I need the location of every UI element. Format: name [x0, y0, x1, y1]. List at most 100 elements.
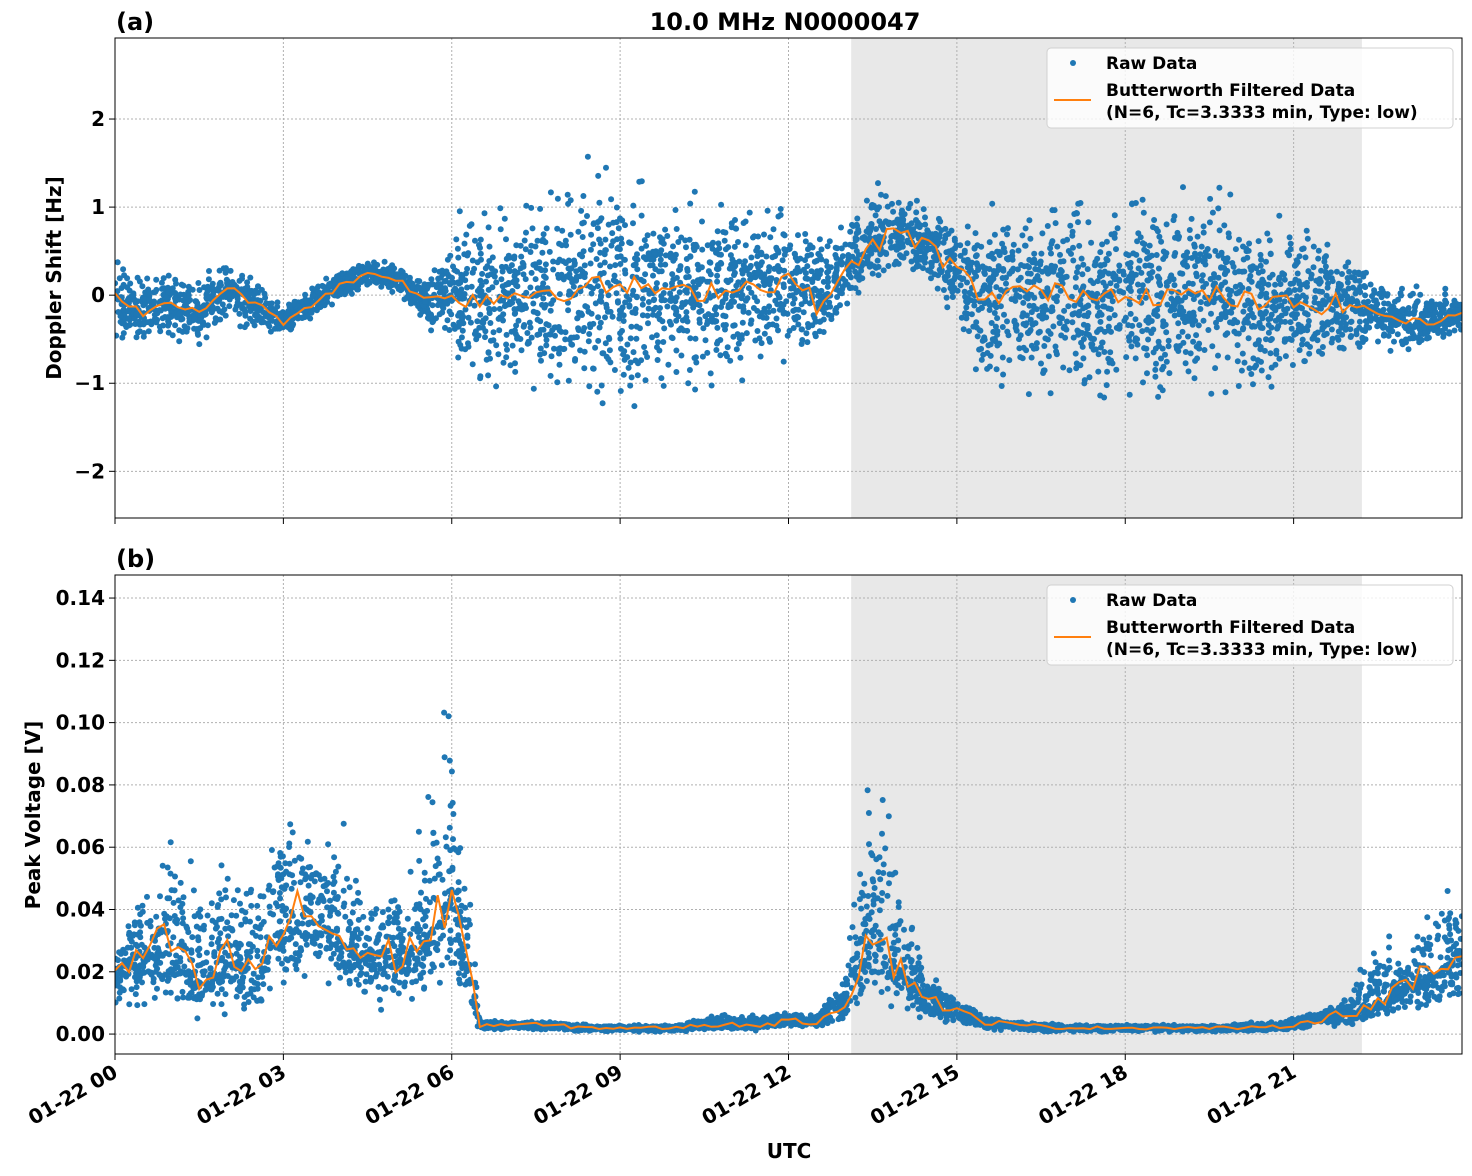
raw-point: [147, 297, 153, 303]
raw-point: [1112, 212, 1118, 218]
raw-point: [646, 291, 652, 297]
raw-point: [1129, 331, 1135, 337]
raw-point: [166, 320, 172, 326]
raw-point: [197, 287, 203, 293]
raw-point: [715, 262, 721, 268]
raw-point: [557, 291, 563, 297]
raw-point: [1053, 344, 1059, 350]
raw-point: [1201, 318, 1207, 324]
raw-point: [1371, 287, 1377, 293]
raw-point: [157, 328, 163, 334]
raw-point: [804, 339, 810, 345]
raw-point: [821, 329, 827, 335]
raw-point: [1284, 306, 1290, 312]
raw-point: [1443, 300, 1449, 306]
raw-point: [115, 957, 121, 963]
raw-point: [1216, 185, 1222, 191]
raw-point: [1335, 337, 1341, 343]
raw-point: [1353, 308, 1359, 314]
raw-point: [1073, 351, 1079, 357]
raw-point: [564, 273, 570, 279]
raw-point: [685, 380, 691, 386]
raw-point: [339, 270, 345, 276]
raw-point: [590, 321, 596, 327]
raw-point: [928, 275, 934, 281]
raw-point: [1048, 251, 1054, 257]
y-tick-label: −2: [74, 459, 105, 483]
raw-point: [186, 284, 192, 290]
raw-point: [196, 952, 202, 958]
raw-point: [865, 254, 871, 260]
raw-point: [817, 319, 823, 325]
raw-point: [1079, 271, 1085, 277]
raw-point: [844, 301, 850, 307]
raw-point: [1160, 318, 1166, 324]
raw-point: [987, 307, 993, 313]
raw-point: [673, 207, 679, 213]
raw-point: [223, 991, 229, 997]
raw-point: [1321, 259, 1327, 265]
raw-point: [1223, 389, 1229, 395]
raw-point: [586, 331, 592, 337]
raw-point: [451, 288, 457, 294]
raw-point: [639, 213, 645, 219]
raw-point: [1092, 262, 1098, 268]
raw-point: [267, 986, 273, 992]
raw-point: [792, 251, 798, 257]
raw-point: [592, 345, 598, 351]
raw-point: [605, 309, 611, 315]
raw-point: [205, 288, 211, 294]
raw-point: [360, 264, 366, 270]
raw-point: [795, 314, 801, 320]
raw-point: [205, 322, 211, 328]
raw-point: [687, 367, 693, 373]
raw-point: [1376, 319, 1382, 325]
raw-point: [246, 999, 252, 1005]
raw-point: [704, 350, 710, 356]
raw-point: [899, 208, 905, 214]
raw-point: [1422, 313, 1428, 319]
raw-point: [973, 230, 979, 236]
raw-point: [1140, 282, 1146, 288]
raw-point: [497, 306, 503, 312]
raw-point: [472, 303, 478, 309]
raw-point: [628, 324, 634, 330]
raw-point: [1366, 311, 1372, 317]
raw-point: [398, 287, 404, 293]
raw-point: [299, 933, 305, 939]
raw-point: [329, 302, 335, 308]
raw-point: [1057, 252, 1063, 258]
raw-point: [609, 230, 615, 236]
raw-point: [1274, 326, 1280, 332]
raw-point: [1014, 328, 1020, 334]
raw-point: [654, 332, 660, 338]
raw-point: [1236, 237, 1242, 243]
raw-point: [1123, 354, 1129, 360]
raw-point: [819, 246, 825, 252]
raw-point: [699, 264, 705, 270]
raw-point: [422, 289, 428, 295]
raw-point: [1296, 326, 1302, 332]
raw-point: [565, 192, 571, 198]
raw-point: [217, 283, 223, 289]
raw-point: [1182, 319, 1188, 325]
raw-point: [1077, 362, 1083, 368]
raw-point: [561, 346, 567, 352]
raw-point: [225, 933, 231, 939]
raw-point: [637, 325, 643, 331]
raw-point: [1320, 344, 1326, 350]
raw-point: [603, 165, 609, 171]
raw-point: [720, 313, 726, 319]
raw-point: [760, 315, 766, 321]
raw-point: [646, 306, 652, 312]
raw-point: [1016, 336, 1022, 342]
raw-point: [1023, 294, 1029, 300]
raw-point: [270, 888, 276, 894]
raw-point: [973, 366, 979, 372]
raw-point: [1440, 334, 1446, 340]
raw-point: [732, 217, 738, 223]
raw-point: [579, 253, 585, 259]
raw-point: [1304, 284, 1310, 290]
raw-point: [253, 288, 259, 294]
